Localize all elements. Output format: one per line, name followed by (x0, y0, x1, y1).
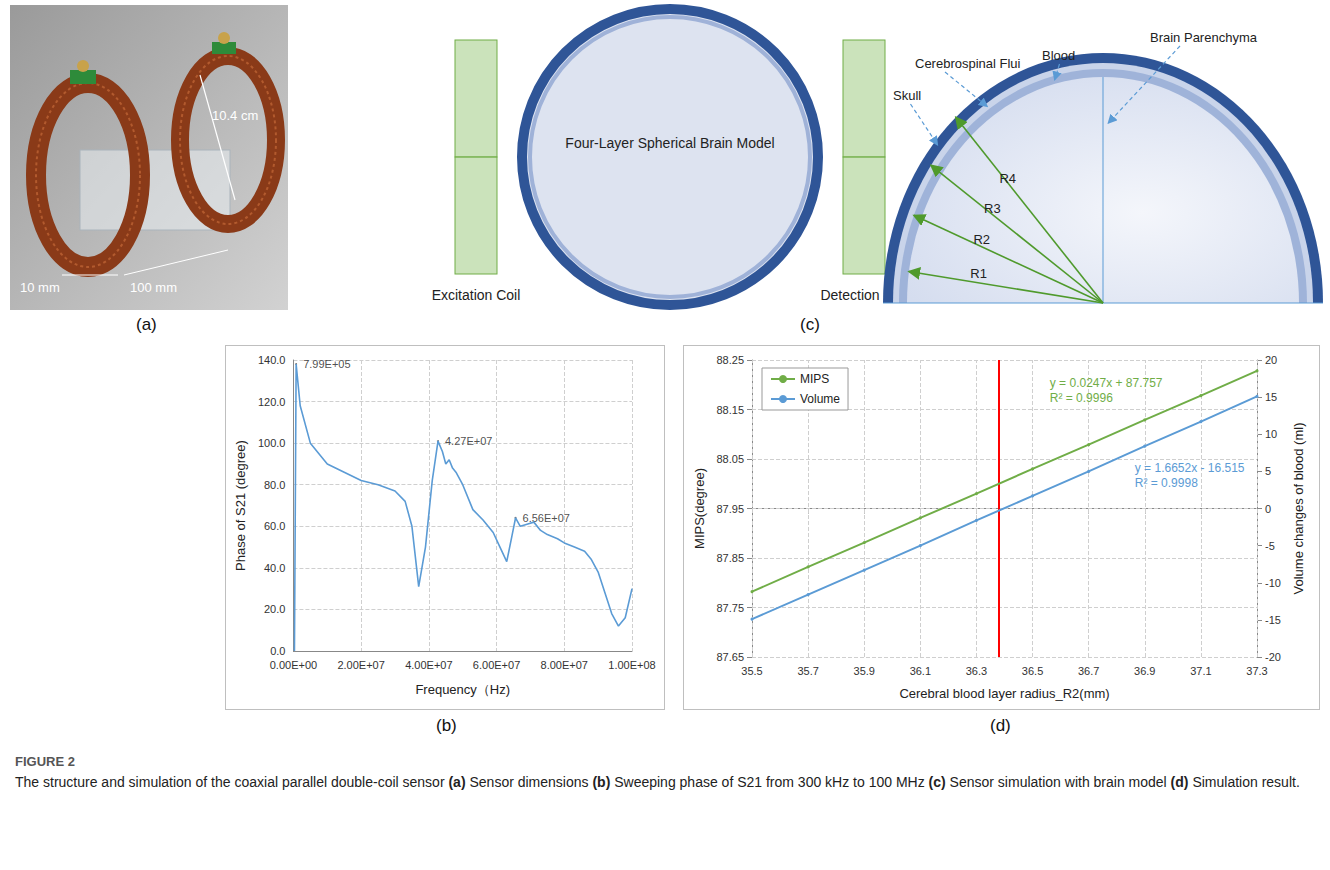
svg-text:0: 0 (1265, 503, 1271, 515)
svg-text:87.85: 87.85 (716, 552, 744, 564)
svg-text:Excitation Coil: Excitation Coil (432, 287, 521, 303)
svg-text:35.5: 35.5 (741, 665, 762, 677)
svg-text:-20: -20 (1265, 651, 1281, 663)
svg-text:MIPS(degree): MIPS(degree) (692, 468, 707, 549)
svg-text:R1: R1 (970, 266, 987, 281)
svg-text:Cerebral blood layer radius_R2: Cerebral blood layer radius_R2(mm) (899, 686, 1109, 701)
svg-text:4.00E+07: 4.00E+07 (405, 659, 452, 671)
html-text:The structure and simulation o: The structure and simulation of the coax… (15, 774, 1300, 790)
svg-text:36.1: 36.1 (910, 665, 931, 677)
svg-text:Four-Layer Spherical Brain Mod: Four-Layer Spherical Brain Model (565, 135, 774, 151)
svg-text:2.00E+07: 2.00E+07 (337, 659, 384, 671)
svg-text:36.9: 36.9 (1134, 665, 1155, 677)
svg-text:1.00E+08: 1.00E+08 (608, 659, 655, 671)
svg-text:R4: R4 (999, 171, 1016, 186)
svg-text:Volume changes of blood (ml): Volume changes of blood (ml) (1291, 423, 1306, 595)
svg-text:40.0: 40.0 (264, 562, 285, 574)
svg-text:7.99E+05: 7.99E+05 (303, 358, 350, 370)
html-text:(c): (c) (800, 315, 820, 334)
svg-text:Detection Coil: Detection Coil (820, 287, 908, 303)
html-text:(a): (a) (136, 315, 157, 334)
svg-text:10.4 cm: 10.4 cm (212, 108, 258, 123)
svg-text:8.00E+07: 8.00E+07 (541, 659, 588, 671)
svg-text:88.25: 88.25 (716, 354, 744, 366)
svg-text:10: 10 (1265, 428, 1277, 440)
svg-text:87.65: 87.65 (716, 651, 744, 663)
svg-text:Brain Parenchyma: Brain Parenchyma (1150, 30, 1258, 45)
svg-text:Blood: Blood (1042, 48, 1075, 63)
svg-text:R² = 0.9996: R² = 0.9996 (1050, 391, 1113, 405)
svg-text:-5: -5 (1265, 540, 1275, 552)
svg-text:88.05: 88.05 (716, 453, 744, 465)
svg-text:R2: R2 (973, 232, 990, 247)
svg-text:y = 0.0247x + 87.757: y = 0.0247x + 87.757 (1050, 376, 1163, 390)
svg-text:37.3: 37.3 (1246, 665, 1267, 677)
svg-text:Frequency（Hz): Frequency（Hz) (415, 682, 510, 697)
svg-text:10 mm: 10 mm (20, 280, 60, 295)
svg-text:20: 20 (1265, 354, 1277, 366)
svg-text:-10: -10 (1265, 577, 1281, 589)
svg-text:MIPS: MIPS (800, 372, 829, 386)
svg-text:87.95: 87.95 (716, 503, 744, 515)
svg-text:120.0: 120.0 (258, 396, 286, 408)
svg-text:5: 5 (1265, 465, 1271, 477)
svg-text:6.56E+07: 6.56E+07 (523, 512, 570, 524)
svg-text:6.00E+07: 6.00E+07 (473, 659, 520, 671)
svg-text:36.3: 36.3 (966, 665, 987, 677)
svg-text:20.0: 20.0 (264, 603, 285, 615)
svg-text:Cerebrospinal Flui: Cerebrospinal Flui (915, 56, 1021, 71)
svg-text:88.15: 88.15 (716, 404, 744, 416)
svg-text:140.0: 140.0 (258, 354, 286, 366)
svg-text:100 mm: 100 mm (130, 280, 177, 295)
svg-text:4.27E+07: 4.27E+07 (445, 435, 492, 447)
svg-text:35.7: 35.7 (797, 665, 818, 677)
svg-text:36.7: 36.7 (1078, 665, 1099, 677)
svg-text:15: 15 (1265, 391, 1277, 403)
svg-text:80.0: 80.0 (264, 479, 285, 491)
svg-text:60.0: 60.0 (264, 520, 285, 532)
svg-text:y = 1.6652x - 16.515: y = 1.6652x - 16.515 (1135, 461, 1245, 475)
svg-text:Phase of S21 (degree): Phase of S21 (degree) (233, 440, 248, 571)
svg-text:87.75: 87.75 (716, 602, 744, 614)
svg-text:R² = 0.9998: R² = 0.9998 (1135, 476, 1198, 490)
svg-text:-15: -15 (1265, 614, 1281, 626)
svg-text:Volume: Volume (800, 392, 840, 406)
svg-text:35.9: 35.9 (854, 665, 875, 677)
svg-text:Skull: Skull (893, 88, 921, 103)
svg-text:R3: R3 (984, 201, 1001, 216)
svg-text:0.00E+00: 0.00E+00 (270, 659, 317, 671)
svg-text:37.1: 37.1 (1190, 665, 1211, 677)
svg-text:100.0: 100.0 (258, 437, 286, 449)
html-text:(d): (d) (990, 716, 1011, 735)
html-text:FIGURE 2: FIGURE 2 (15, 754, 75, 769)
html-text:(b): (b) (436, 716, 457, 735)
svg-text:0.0: 0.0 (270, 645, 285, 657)
svg-text:36.5: 36.5 (1022, 665, 1043, 677)
